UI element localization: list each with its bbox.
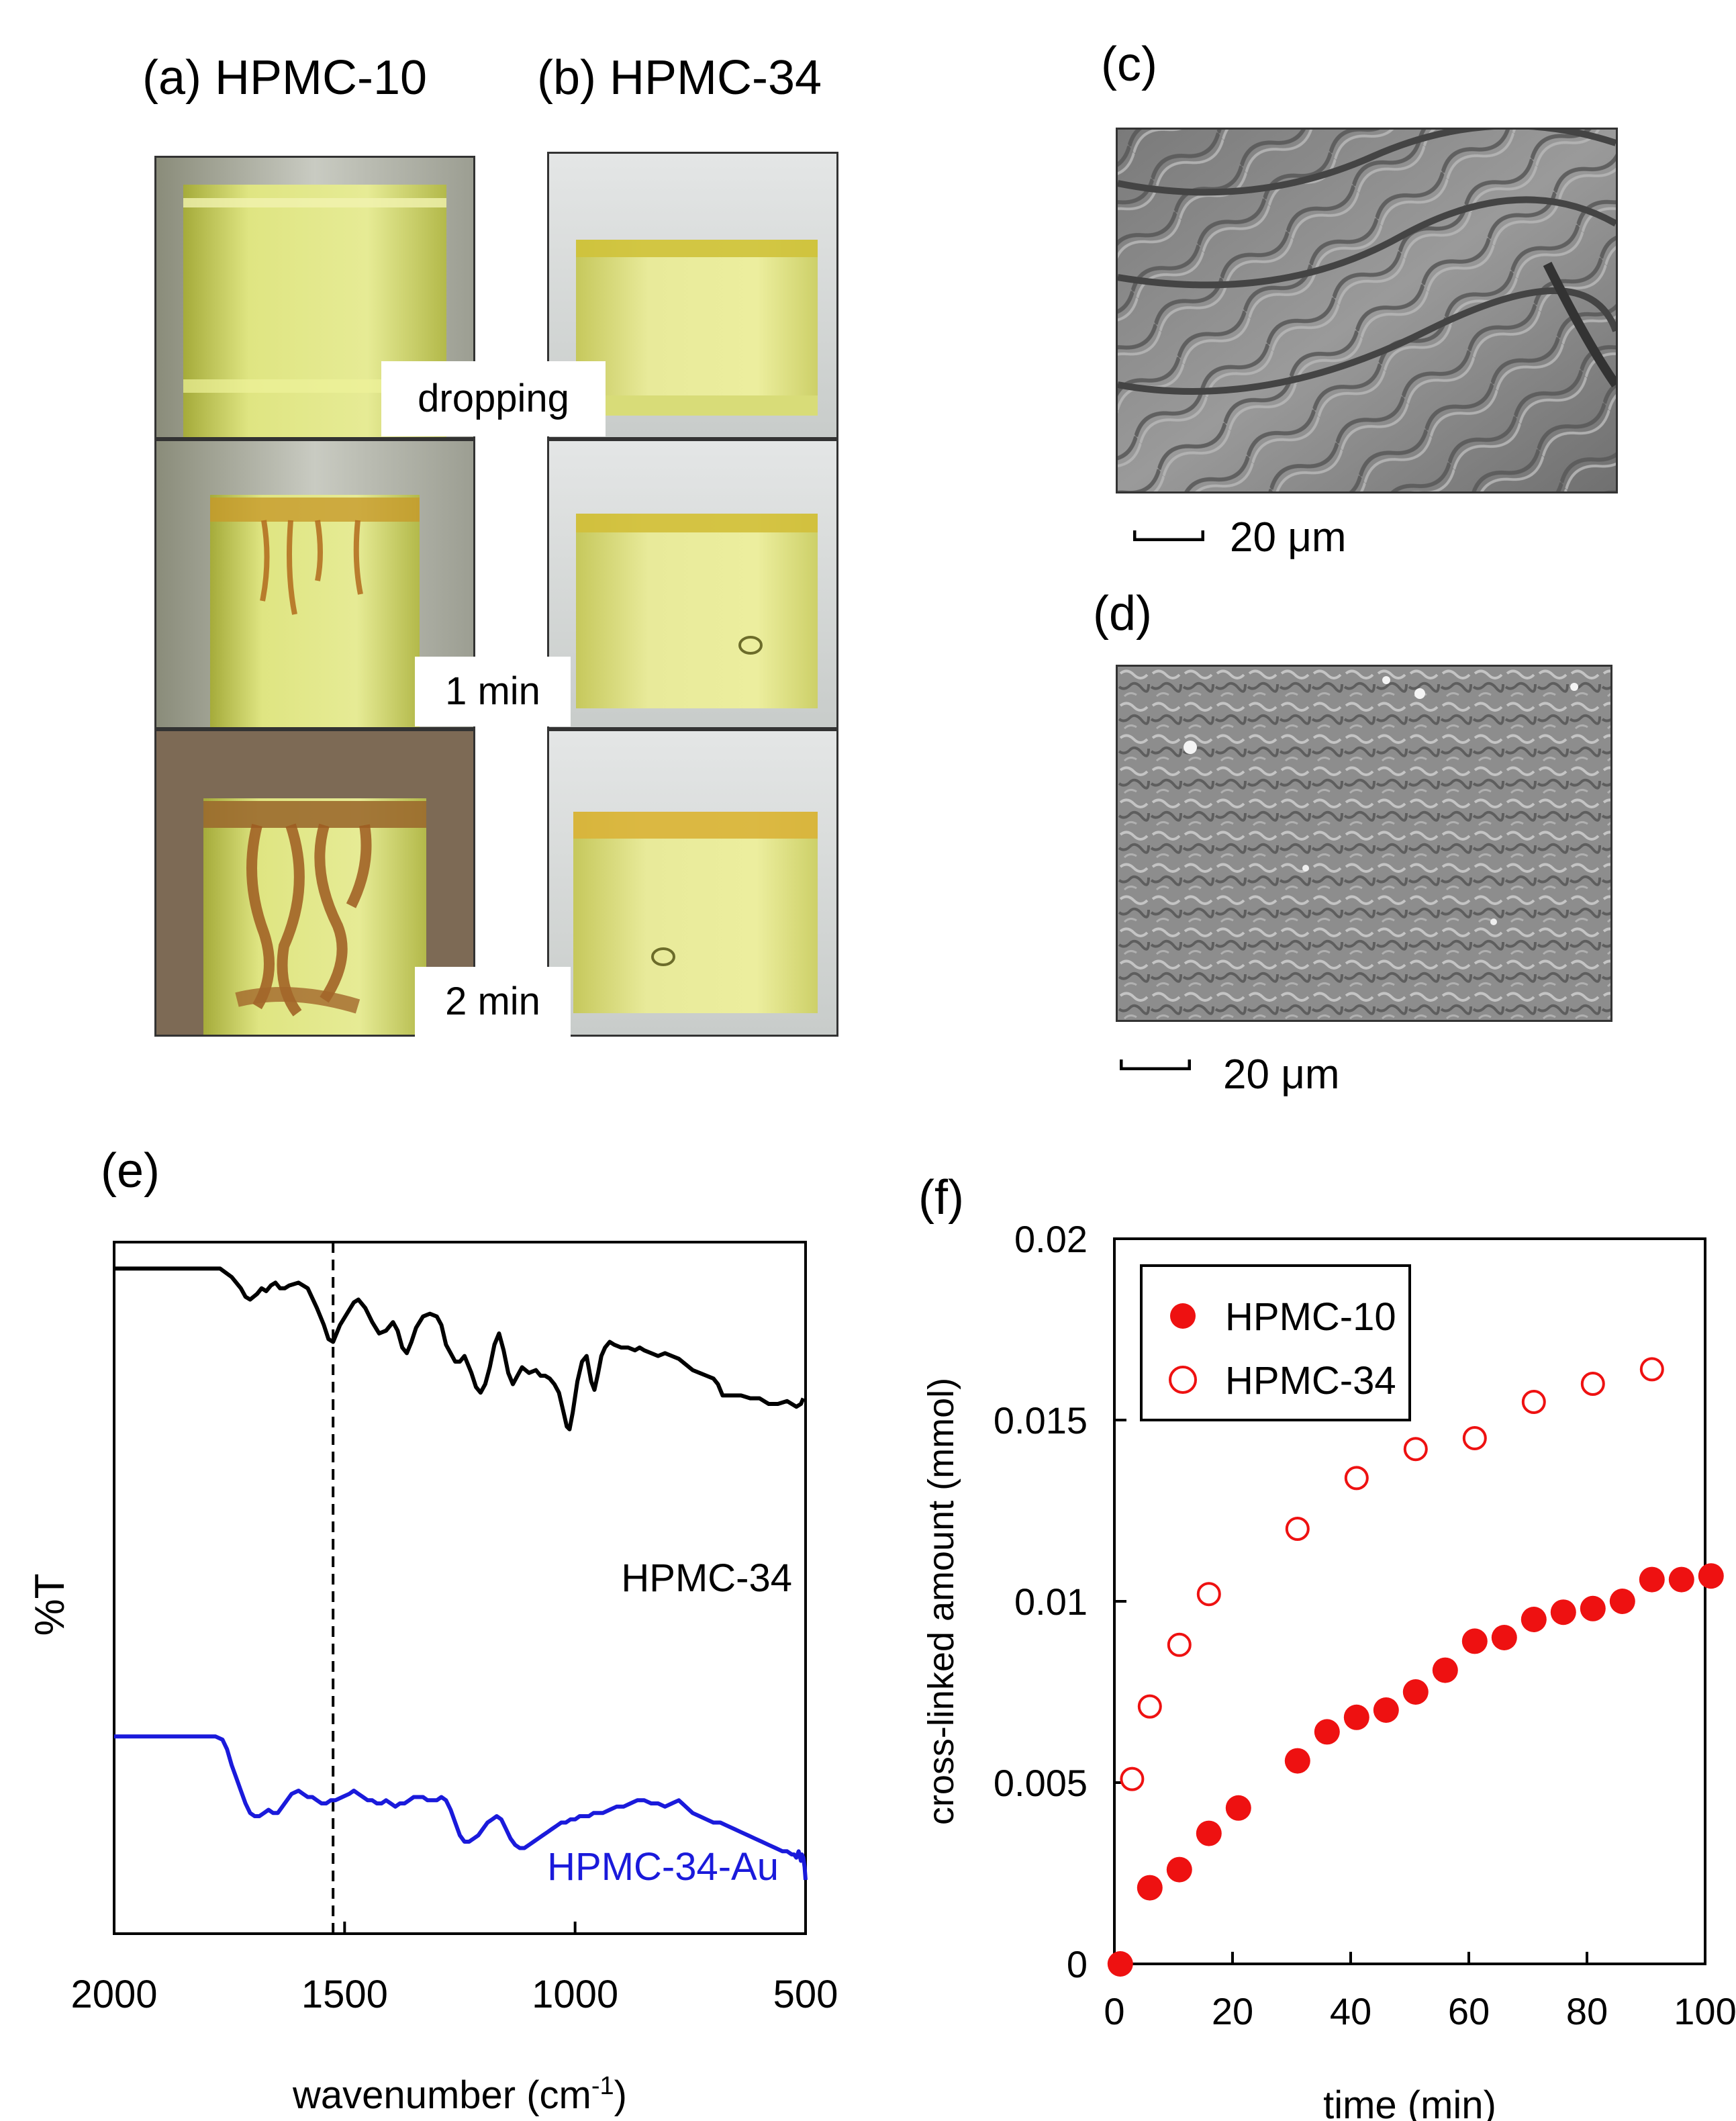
x-tick-label-f: 80 [1566,1990,1608,2032]
sem-image-d [1116,665,1612,1022]
series-line-hpmc-34 [114,1266,806,1431]
y-tick-label-f: 0 [1067,1943,1088,1985]
data-point-hpmc-10 [1225,1795,1251,1821]
scale-bar-d [1119,1059,1192,1071]
series-line-hpmc-34-au [114,1734,808,1881]
data-point-hpmc-10 [1639,1566,1665,1593]
scale-label-c: 20 μm [1230,514,1347,561]
x-tick-label-e: 500 [773,1973,838,2016]
chart-f: 0 20 40 60 80 100 0 0.005 0.01 0.015 0.02 time (min… [921,1218,1736,2121]
data-point-hpmc-10 [1668,1566,1694,1593]
data-point-hpmc-10 [1107,1951,1133,1977]
sem-image-c [1116,128,1618,493]
data-point-hpmc-10 [1314,1719,1340,1745]
data-point-hpmc-10 [1196,1820,1222,1846]
panel-a-label: (a) HPMC-10 [142,51,428,105]
data-point-hpmc-10 [1137,1875,1163,1901]
y-axis-label-f: cross-linked amount (mmol) [921,1378,961,1825]
data-point-hpmc-34 [1639,1357,1664,1382]
data-point-hpmc-34 [1403,1437,1428,1462]
y-tick-label-f: 0.015 [994,1399,1088,1442]
data-point-hpmc-34 [1344,1466,1369,1491]
y-tick-label-f: 0.01 [1014,1581,1088,1623]
x-axis-label-e: wavenumber (cm-1) [292,2072,627,2117]
x-tick-label-f: 100 [1674,1990,1736,2032]
time-badge-2min: 2 min [415,967,571,1037]
data-point-hpmc-10 [1284,1748,1310,1774]
photo-b-1min [547,439,838,729]
legend-marker-hpmc-10 [1170,1303,1196,1329]
data-point-hpmc-10 [1698,1563,1724,1589]
x-tick-label-f: 60 [1448,1990,1490,2032]
panel-f-label: (f) [918,1171,964,1225]
x-tick-label-f: 40 [1330,1990,1371,2032]
legend-box [1140,1264,1411,1421]
data-point-hpmc-10 [1521,1607,1547,1632]
plot-frame-e [113,1241,807,1935]
data-point-hpmc-10 [1550,1599,1576,1625]
data-point-hpmc-34 [1580,1372,1605,1396]
data-point-hpmc-10 [1580,1595,1606,1621]
data-point-hpmc-10 [1343,1704,1369,1730]
x-tick-label-e: 1500 [301,1973,388,2016]
scale-label-d: 20 μm [1223,1051,1340,1098]
panel-d-label: (d) [1093,587,1152,641]
data-point-hpmc-34 [1462,1426,1487,1450]
data-point-hpmc-34 [1167,1632,1192,1657]
x-axis-label-f: time (min) [1323,2083,1496,2121]
data-point-hpmc-34 [1521,1390,1546,1414]
data-point-hpmc-10 [1373,1697,1399,1723]
photo-b-2min [547,729,838,1037]
legend-label-hpmc-10: HPMC-10 [1225,1295,1396,1339]
series-label-hpmc-34: HPMC-34 [621,1556,792,1600]
legend-label-hpmc-34: HPMC-34 [1225,1359,1396,1403]
data-point-hpmc-10 [1491,1625,1517,1650]
time-badge-1min: 1 min [415,657,571,726]
scale-bar-c [1132,530,1205,542]
data-point-hpmc-10 [1609,1589,1635,1614]
data-point-hpmc-34 [1285,1517,1310,1541]
x-tick-label-e: 2000 [70,1973,157,2016]
data-point-hpmc-34 [1120,1766,1145,1791]
series-label-hpmc-34-au: HPMC-34-Au [547,1845,779,1889]
time-badge-dropping: dropping [381,361,606,436]
data-point-hpmc-10 [1432,1657,1458,1683]
legend-marker-hpmc-34 [1169,1366,1197,1394]
y-tick-label-f: 0.02 [1014,1218,1088,1260]
data-point-hpmc-10 [1402,1679,1429,1705]
y-axis-label-e: %T [27,1574,73,1636]
x-tick-label-f: 0 [1104,1990,1124,2032]
panel-c-label: (c) [1101,38,1157,91]
data-point-hpmc-34 [1137,1694,1162,1719]
panel-e-label: (e) [101,1144,160,1198]
chart-e: 2000 1500 1000 500 wavenumber (cm-1) %T HPMC-3… [27,1241,838,2117]
data-point-hpmc-10 [1461,1628,1488,1654]
x-tick-label-f: 20 [1212,1990,1253,2032]
data-point-hpmc-10 [1166,1856,1192,1883]
panel-b-label: (b) HPMC-34 [537,51,822,105]
x-tick-label-e: 1000 [532,1973,618,2016]
y-tick-label-f: 0.005 [994,1762,1088,1804]
photo-a-1min [154,439,475,729]
data-point-hpmc-34 [1196,1582,1221,1607]
